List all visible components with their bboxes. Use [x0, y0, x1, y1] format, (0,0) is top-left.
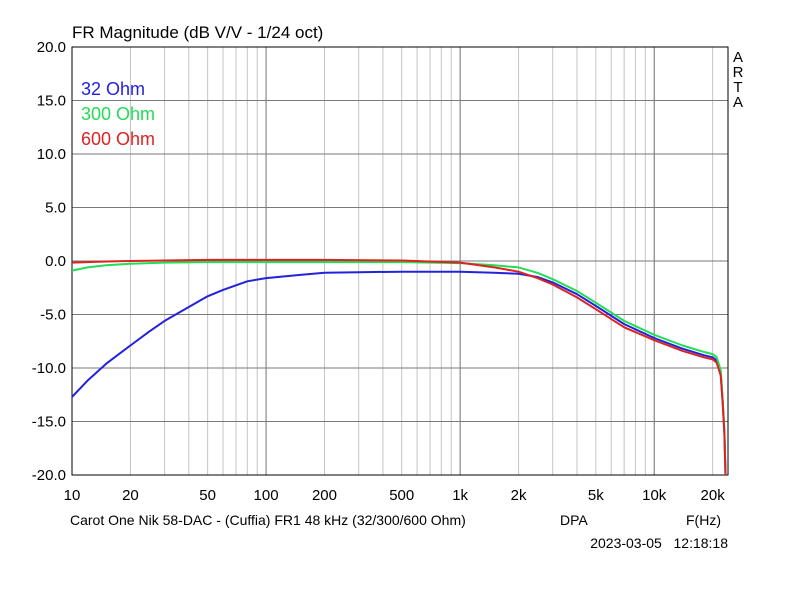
series-line-600-ohm [71, 258, 727, 476]
y-axis-tick-labels: 20.0 15.0 10.0 5.0 0.0 -5.0 -10.0 -15.0 -20.0 [32, 39, 66, 484]
legend: 32 Ohm 300 Ohm 600 Ohm [81, 79, 155, 149]
x-tick-label: 100 [254, 487, 279, 504]
x-tick-label: 500 [389, 487, 414, 504]
chart-title: FR Magnitude (dB V/V - 1/24 oct) [72, 23, 323, 42]
mode-label: DPA [560, 512, 588, 528]
x-tick-label: 2k [511, 487, 527, 504]
y-tick-label: -5.0 [40, 307, 66, 324]
y-tick-label: -15.0 [32, 414, 66, 431]
y-tick-label: -10.0 [32, 360, 66, 377]
measurement-description: Carot One Nik 58-DAC - (Cuffia) FR1 48 k… [70, 512, 466, 528]
x-tick-label: 200 [312, 487, 337, 504]
x-tick-label: 1k [452, 487, 468, 504]
legend-entry: 300 Ohm [81, 104, 155, 124]
y-tick-label: 10.0 [37, 146, 66, 163]
y-tick-label: 5.0 [45, 200, 66, 217]
series-lines [71, 258, 727, 476]
y-tick-label: 20.0 [37, 39, 66, 56]
series-line-300-ohm [71, 261, 727, 476]
x-tick-label: 20 [122, 487, 139, 504]
plot-frame [71, 46, 729, 476]
series-line-32-ohm [71, 270, 727, 476]
legend-entry: 600 Ohm [81, 129, 155, 149]
x-axis-unit-label: F(Hz) [686, 512, 721, 528]
y-tick-label: 0.0 [45, 253, 66, 270]
arta-letter: T [733, 79, 742, 96]
x-tick-label: 20k [701, 487, 726, 504]
legend-entry: 32 Ohm [81, 79, 145, 99]
x-tick-label: 10k [642, 487, 667, 504]
x-tick-label: 10 [64, 487, 81, 504]
arta-letter: A [733, 94, 743, 111]
x-tick-label: 5k [588, 487, 604, 504]
timestamp: 2023-03-05 12:18:18 [590, 535, 728, 551]
arta-letter: A [733, 49, 743, 66]
arta-letter: R [733, 64, 744, 81]
x-axis-tick-labels: 10 20 50 100 200 500 1k 2k 5k 10k 20k [64, 487, 726, 504]
y-tick-label: 15.0 [37, 93, 66, 110]
y-tick-label: -20.0 [32, 467, 66, 484]
x-tick-label: 50 [199, 487, 216, 504]
